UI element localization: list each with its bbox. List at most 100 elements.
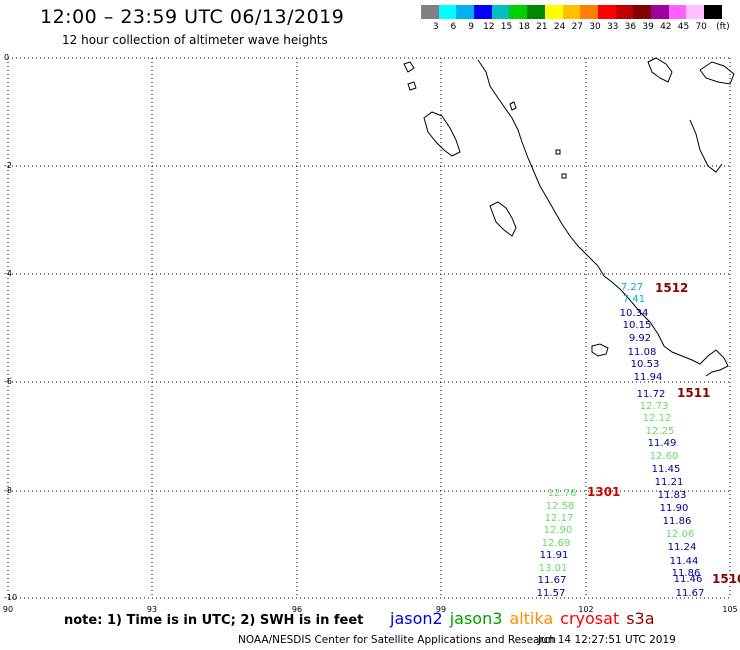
island-west-mid [489,201,517,237]
islet-2 [407,81,417,91]
wave-height-value: 11.67 [538,575,567,586]
wave-height-value: 11.86 [663,516,692,527]
pass-number-label: 1510 [712,572,740,586]
color-swatch [509,5,528,19]
color-swatch [615,5,634,19]
wave-height-value: 11.44 [670,556,699,567]
wave-height-value: 11.72 [637,389,666,400]
wave-height-value: 12.17 [545,513,574,524]
color-scale-label: 18 [518,22,530,32]
wave-height-value: 12.12 [643,413,672,424]
wave-height-value: 11.57 [537,588,566,599]
color-swatch [421,5,439,19]
wave-height-value: 10.34 [620,308,649,319]
island-north-east [647,57,673,83]
islet-1 [403,61,415,73]
islet-4 [555,149,561,155]
color-swatch [527,5,545,19]
island-east-small [591,343,609,357]
lon-tick-label: 90 [3,605,13,614]
lat-lon-grid [7,57,731,599]
color-scale-label: 6 [450,22,457,32]
color-swatch [491,5,510,19]
lat-tick-label: -6 [4,377,12,386]
color-swatch [704,5,722,19]
color-scale-label: 27 [571,22,584,32]
wave-height-value: 12.60 [650,451,679,462]
wave-height-value: 10.15 [623,320,652,331]
color-swatch [562,5,581,19]
wave-height-value: 11.45 [652,464,681,475]
color-swatch [597,5,616,19]
color-scale-label: 36 [624,22,637,32]
lat-tick-label: -8 [4,486,12,495]
wave-height-value: 11.67 [676,588,705,599]
color-scale-label: 12 [483,22,495,32]
color-scale-label: 30 [589,22,601,32]
wave-height-value: 11.91 [540,550,569,561]
east-coast-fragment [689,119,723,173]
wave-height-value: 12.06 [666,529,695,540]
credit-line: NOAA/NESDIS Center for Satellite Applica… [238,634,556,646]
wave-height-value: 11.49 [648,438,677,449]
lon-tick-label: 102 [578,605,593,614]
mainland-coast [477,59,729,377]
color-swatch [668,5,687,19]
wave-height-value: 7.27 [621,282,643,293]
color-scale-label: 9 [468,22,474,32]
color-swatch [580,5,598,19]
wave-height-value: 12.90 [544,525,573,536]
color-swatch [544,5,563,19]
color-scale-label: 45 [677,22,690,32]
generated-timestamp: Jun 14 12:27:51 UTC 2019 [538,634,676,646]
color-scale-labels: 3 6 9 12 15 18 21 24 27 30 33 36 39 42 45 70 (ft) [421,22,740,34]
color-scale-label: 33 [606,22,619,32]
wave-height-value: 11.86 [672,568,701,579]
legend-item-jason3: jason3 [449,609,503,628]
color-scale-label: 21 [536,22,548,32]
islet-3 [509,101,517,111]
wave-height-value: 13.01 [539,563,568,574]
page-subtitle: 12 hour collection of altimeter wave hei… [62,33,328,47]
pass-number-label: 1511 [677,386,710,400]
legend-item-altika: altika [509,609,554,628]
wave-height-value: 10.53 [631,359,660,370]
wave-height-value: 12.58 [546,501,575,512]
lat-tick-label: -10 [4,593,17,602]
color-scale-label: 70 [695,22,707,32]
lat-tick-label: 0 [4,53,9,62]
wave-height-value: 11.94 [634,372,663,383]
legend-item-cryosat: cryosat [560,609,620,628]
wave-height-value: 12.25 [646,426,675,437]
color-scale-label: 42 [660,22,672,32]
color-scale-label: 39 [642,22,654,32]
wave-height-value: 11.24 [668,542,697,553]
wave-height-value: 12.69 [542,538,571,549]
lon-tick-label: 99 [436,605,446,614]
color-scale-bar [421,5,722,19]
color-scale-label: 3 [432,22,439,32]
pass-number-labels: 1512 1511 1301 1510 [587,281,740,586]
wave-height-value: 12.73 [640,401,669,412]
color-scale-label: 24 [553,22,566,32]
lon-tick-label: 93 [147,605,157,614]
coastline [403,57,735,377]
legend-item-s3a: s3a [626,609,655,628]
wave-height-value: 11.21 [655,477,684,488]
wave-height-value: 11.90 [660,503,689,514]
island-top-right [699,61,735,85]
lon-tick-label: 96 [292,605,302,614]
color-swatch [456,5,475,19]
wave-height-value: 12.76 [548,488,577,499]
wave-height-value: 11.46 [674,574,703,585]
lat-tick-label: -2 [4,161,12,170]
lat-tick-label: -4 [4,269,12,278]
pass-number-label: 1301 [587,485,620,499]
wave-height-value: 7.41 [623,294,645,305]
page-title: 12:00 – 23:59 UTC 06/13/2019 [40,6,345,28]
footer-note: note: 1) Time is in UTC; 2) SWH is in fe… [64,613,364,628]
color-swatch [474,5,492,19]
pass-number-label: 1512 [655,281,688,295]
